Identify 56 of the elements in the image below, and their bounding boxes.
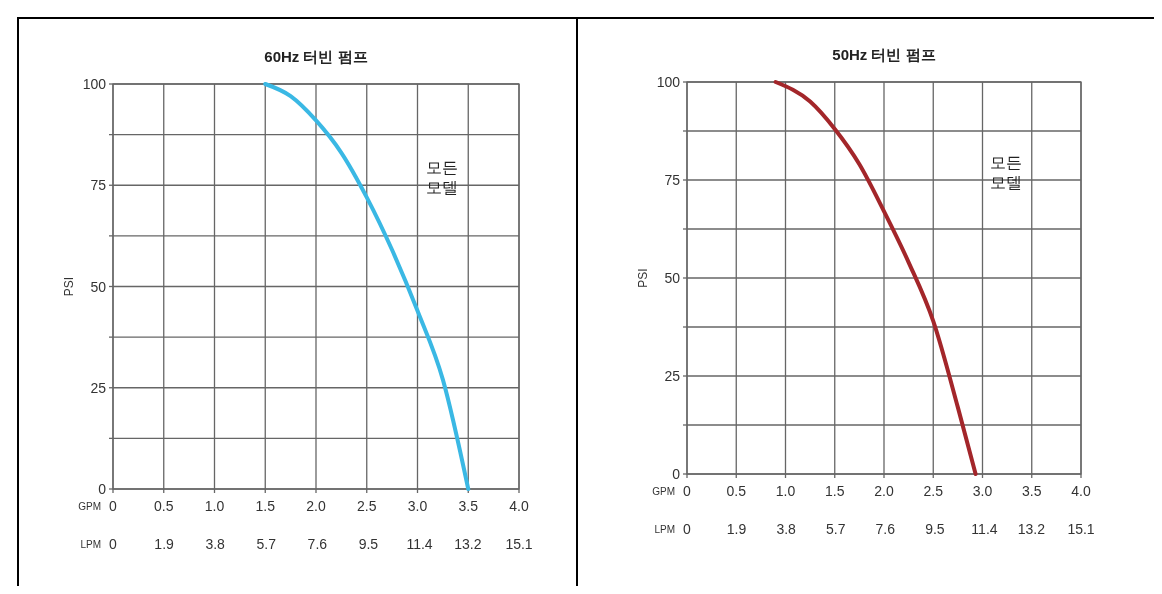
- x-tick-label: 1.5: [825, 483, 845, 499]
- x-tick-label: 1.0: [204, 498, 225, 514]
- x2-tick-label: 11.4: [971, 521, 998, 537]
- x-axis-title: GPM: [78, 501, 101, 512]
- x2-tick-label: 7.6: [875, 521, 896, 537]
- x2-tick-label: 9.5: [358, 536, 379, 552]
- x2-tick-label: 5.7: [825, 521, 846, 537]
- x-tick-label: 3.5: [1022, 483, 1042, 499]
- x2-tick-label: 1.9: [726, 521, 747, 537]
- y-tick-label: 75: [90, 177, 107, 194]
- x-tick-label: 2.5: [923, 483, 944, 499]
- x2-tick-label: 13.2: [454, 536, 482, 552]
- y-axis-title: PSI: [636, 268, 650, 288]
- x2-tick-label: 0: [683, 521, 692, 537]
- x2-tick-label: 13.2: [1017, 521, 1046, 537]
- x-tick-label: 3.0: [407, 498, 428, 514]
- x-tick-label: 1.5: [255, 498, 276, 514]
- x-tick-label: 2.0: [874, 483, 894, 499]
- x2-tick-label: 1.9: [154, 536, 175, 552]
- y-tick-label: 25: [90, 379, 107, 396]
- x-tick-label: 4.0: [509, 498, 529, 514]
- x-axis-title: GPM: [652, 486, 675, 497]
- y-tick-label: 25: [664, 368, 681, 384]
- x-tick-label: 2.5: [357, 498, 377, 514]
- x2-tick-label: 0: [109, 536, 118, 552]
- x2-axis-title: LPM: [654, 524, 675, 535]
- y-tick-label: 100: [82, 76, 107, 92]
- x2-tick-label: 3.8: [776, 521, 797, 537]
- x2-tick-label: 15.1: [1067, 521, 1095, 537]
- x-tick-label: 0.5: [726, 483, 747, 499]
- x2-tick-label: 15.1: [505, 536, 533, 552]
- x2-tick-label: 7.6: [307, 536, 328, 552]
- x2-tick-label: 9.5: [925, 521, 945, 537]
- chart-title: 60Hz 터빈 펌프: [264, 48, 368, 65]
- y-tick-label: 50: [90, 278, 107, 295]
- line-series: [263, 82, 471, 491]
- x-tick-label: 3.5: [458, 498, 479, 514]
- x2-tick-label: 11.4: [406, 536, 433, 552]
- x2-tick-label: 5.7: [256, 536, 277, 552]
- x-tick-label: 3.0: [972, 483, 993, 499]
- x-tick-label: 0: [683, 483, 692, 499]
- x-tick-label: 1.0: [775, 483, 796, 499]
- annotation: 모든 모델: [990, 154, 1023, 192]
- x-tick-label: 2.0: [306, 498, 326, 514]
- x2-tick-label: 3.8: [205, 536, 226, 552]
- line-series: [773, 80, 978, 476]
- chart-title: 50Hz 터빈 펌프: [832, 46, 936, 63]
- x-tick-label: 4.0: [1071, 483, 1091, 499]
- x2-axis-title: LPM: [80, 539, 101, 550]
- x-tick-label: 0.5: [154, 498, 174, 514]
- y-tick-label: 0: [672, 466, 681, 482]
- x-tick-label: 0: [109, 498, 118, 514]
- y-axis-title: PSI: [62, 276, 76, 297]
- y-tick-label: 50: [664, 270, 681, 286]
- y-tick-label: 100: [656, 74, 681, 90]
- y-tick-label: 75: [664, 172, 681, 188]
